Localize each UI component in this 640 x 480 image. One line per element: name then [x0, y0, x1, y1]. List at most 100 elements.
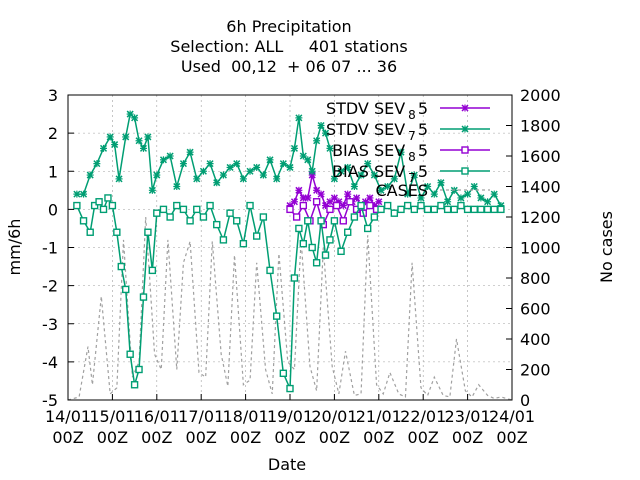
data-point: [286, 163, 294, 171]
cases-series: [68, 216, 512, 400]
data-point: [266, 266, 274, 275]
data-point: [339, 202, 347, 210]
legend-subscript: 8: [408, 108, 416, 122]
data-point: [483, 205, 492, 214]
data-point: [497, 205, 505, 214]
data-point: [404, 190, 412, 198]
legend-name: CASES: [375, 181, 428, 200]
data-point: [463, 205, 472, 214]
data-point: [122, 285, 130, 294]
legend-label: STDV SEV 7 5: [326, 120, 428, 143]
data-point: [95, 198, 103, 206]
data-point: [370, 213, 379, 221]
data-point: [364, 224, 372, 233]
data-point: [295, 114, 303, 122]
y2-tick-label: 800: [520, 269, 551, 288]
data-point: [206, 160, 214, 168]
x-tick-label-hour: 00Z: [363, 428, 394, 447]
data-point: [219, 236, 228, 244]
title-line-2: Selection: ALL 401 stations: [170, 37, 407, 56]
series-4: [68, 216, 512, 400]
legend-marker: [461, 125, 469, 133]
data-point: [213, 220, 221, 229]
data-point: [159, 205, 168, 214]
x-tick-label-hour: 00Z: [452, 428, 483, 447]
y-tick-label: 0: [48, 200, 58, 219]
data-point: [286, 205, 294, 214]
data-point: [390, 175, 398, 183]
series-0: [286, 171, 383, 210]
data-point: [273, 175, 281, 183]
y-axis-label: mm/6h: [5, 219, 24, 276]
data-point: [326, 205, 334, 214]
data-point: [484, 198, 492, 206]
data-point: [73, 190, 81, 198]
y2-tick-label: 200: [520, 361, 551, 380]
x-tick-label-date: 23/01: [445, 407, 491, 426]
y-tick-label: -1: [42, 239, 58, 258]
data-point: [370, 171, 378, 179]
x-tick-label-hour: 00Z: [230, 428, 261, 447]
legend-name: STDV SEV: [326, 120, 405, 139]
legend-name: STDV SEV: [326, 99, 405, 118]
data-point: [490, 190, 498, 198]
data-point: [357, 171, 365, 179]
data-point: [444, 198, 452, 206]
data-point: [104, 194, 112, 202]
data-point: [317, 190, 325, 198]
data-point: [337, 247, 345, 256]
x-tick-label-date: 22/01: [400, 407, 446, 426]
data-point: [312, 259, 321, 267]
data-point: [73, 201, 81, 210]
data-point: [193, 175, 201, 183]
x-tick-label-date: 24/01: [489, 407, 535, 426]
data-point: [321, 251, 330, 259]
data-point: [437, 201, 445, 210]
x-tick-label-hour: 00Z: [408, 428, 439, 447]
data-point: [350, 182, 358, 191]
x-tick-label-hour: 00Z: [186, 428, 217, 447]
data-point: [130, 381, 139, 389]
y2-tick-label: 1400: [520, 178, 561, 197]
data-point: [330, 175, 338, 183]
legend-marker: [461, 167, 469, 175]
data-point: [450, 205, 458, 214]
data-point: [246, 201, 254, 210]
data-point: [490, 205, 498, 214]
data-point: [344, 228, 352, 236]
data-point: [193, 205, 201, 214]
y2-tick-label: 0: [520, 391, 530, 410]
data-point: [375, 198, 383, 206]
data-point: [295, 224, 303, 233]
data-point: [377, 205, 385, 214]
data-point: [437, 179, 445, 187]
data-point: [148, 186, 156, 194]
legend-name: BIAS SEV: [332, 141, 405, 160]
data-point: [246, 167, 254, 175]
data-point: [332, 201, 341, 210]
data-point: [417, 194, 425, 202]
data-point: [313, 137, 321, 145]
x-tick-label-hour: 00Z: [319, 428, 350, 447]
x-tick-label-hour: 00Z: [52, 428, 83, 447]
data-point: [366, 201, 374, 210]
legend-marker: [461, 104, 469, 112]
data-point: [317, 121, 325, 130]
data-point: [339, 217, 347, 225]
legend-label: STDV SEV 8 5: [326, 99, 428, 122]
chart-title: 6h Precipitation Selection: ALL 401 stat…: [170, 17, 407, 76]
x-tick-label-date: 16/01: [134, 407, 180, 426]
data-point: [366, 194, 374, 202]
series-3: [73, 194, 505, 393]
data-point: [179, 205, 188, 214]
data-point: [290, 274, 299, 282]
data-point: [350, 213, 359, 221]
data-point: [166, 152, 174, 160]
data-point: [326, 198, 334, 206]
data-point: [397, 148, 405, 156]
legend-subscript: 7: [408, 171, 416, 185]
data-point: [93, 160, 101, 168]
y2-axis-ticks: 0 200 400 600 800 1000 1200 1400 1600 1800 2000: [506, 86, 561, 410]
data-point: [206, 201, 214, 210]
data-point: [424, 182, 432, 191]
